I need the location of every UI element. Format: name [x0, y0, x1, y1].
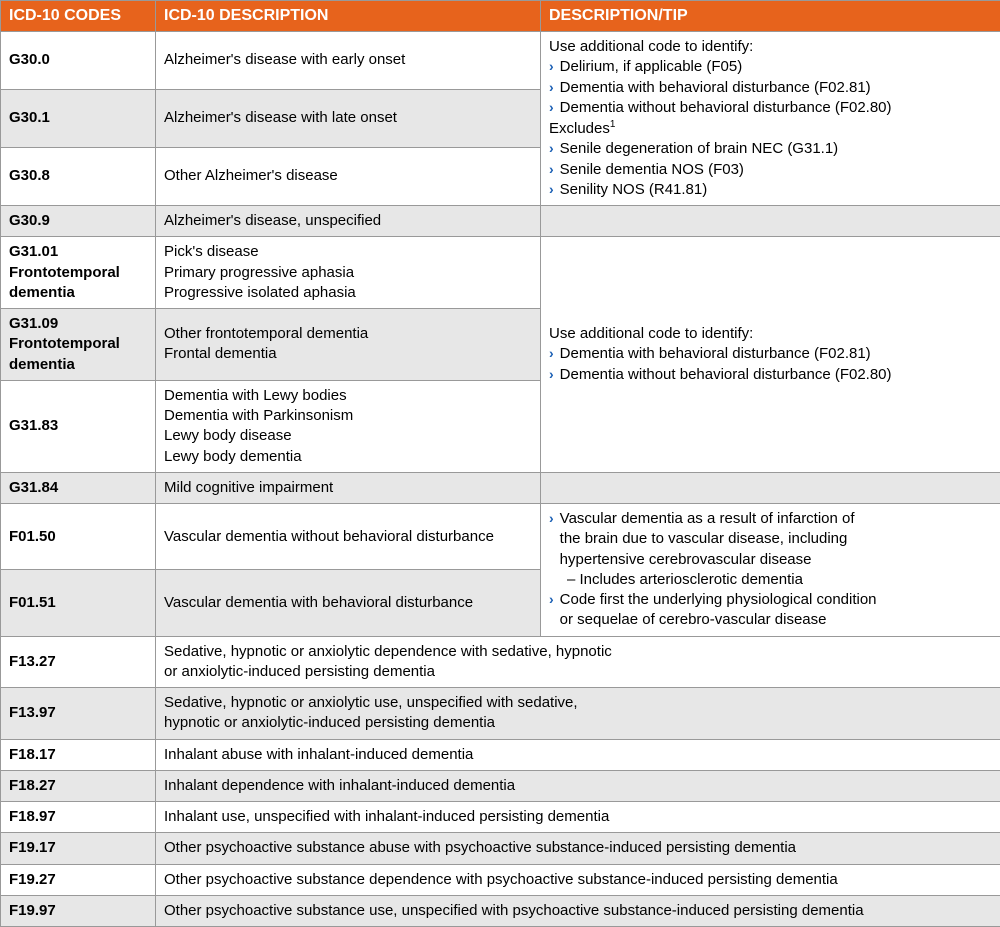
- code-cell: G31.84: [1, 472, 156, 503]
- code-cell: F13.97: [1, 688, 156, 740]
- header-codes: ICD-10 CODES: [1, 1, 156, 32]
- code-cell: G30.1: [1, 90, 156, 148]
- tip-bullet: ›Dementia with behavioral disturbance (F…: [549, 78, 992, 98]
- code-cell: G31.01 Frontotemporal dementia: [1, 237, 156, 309]
- desc-cell: Alzheimer's disease with late onset: [156, 90, 541, 148]
- tip-subline: – Includes arteriosclerotic dementia: [549, 570, 992, 590]
- chevron-icon: ›: [549, 78, 554, 98]
- table-row: G31.84 Mild cognitive impairment: [1, 472, 1000, 503]
- tip-cell-ftd: Use additional code to identify: ›Dement…: [541, 237, 1000, 473]
- tip-bullet: ›Delirium, if applicable (F05): [549, 57, 992, 77]
- chevron-icon: ›: [549, 57, 554, 77]
- table-row: F19.27 Other psychoactive substance depe…: [1, 864, 1000, 895]
- table-row: F19.17 Other psychoactive substance abus…: [1, 833, 1000, 864]
- chevron-icon: ›: [549, 180, 554, 200]
- code-cell: G31.09 Frontotemporal dementia: [1, 309, 156, 381]
- header-row: ICD-10 CODES ICD-10 DESCRIPTION DESCRIPT…: [1, 1, 1000, 32]
- code-cell: F18.97: [1, 802, 156, 833]
- table-row: G31.01 Frontotemporal dementia Pick's di…: [1, 237, 1000, 309]
- tip-bullet: › Vascular dementia as a result of infar…: [549, 509, 992, 570]
- tip-bullet: ›Senility NOS (R41.81): [549, 180, 992, 200]
- code-cell: F18.27: [1, 770, 156, 801]
- desc-cell: Inhalant use, unspecified with inhalant-…: [156, 802, 1000, 833]
- chevron-icon: ›: [549, 365, 554, 385]
- tip-cell-alzheimer: Use additional code to identify: ›Deliri…: [541, 32, 1000, 206]
- table-row: G30.0 Alzheimer's disease with early ons…: [1, 32, 1000, 90]
- desc-cell: Dementia with Lewy bodies Dementia with …: [156, 380, 541, 472]
- desc-cell: Inhalant abuse with inhalant-induced dem…: [156, 739, 1000, 770]
- desc-cell: Other psychoactive substance dependence …: [156, 864, 1000, 895]
- desc-cell: Other frontotemporal dementia Frontal de…: [156, 309, 541, 381]
- code-cell: F19.97: [1, 895, 156, 926]
- desc-cell: Pick's disease Primary progressive aphas…: [156, 237, 541, 309]
- header-tip: DESCRIPTION/TIP: [541, 1, 1000, 32]
- code-cell: F19.17: [1, 833, 156, 864]
- desc-cell: Sedative, hypnotic or anxiolytic use, un…: [156, 688, 1000, 740]
- code-cell: G30.8: [1, 148, 156, 206]
- chevron-icon: ›: [549, 344, 554, 364]
- chevron-icon: ›: [549, 509, 554, 529]
- table-row: F19.97 Other psychoactive substance use,…: [1, 895, 1000, 926]
- table-row: F18.17 Inhalant abuse with inhalant-indu…: [1, 739, 1000, 770]
- desc-cell: Alzheimer's disease, unspecified: [156, 206, 541, 237]
- code-cell: F18.17: [1, 739, 156, 770]
- desc-cell: Other psychoactive substance abuse with …: [156, 833, 1000, 864]
- tip-bullet: ›Senile degeneration of brain NEC (G31.1…: [549, 139, 992, 159]
- table-row: G30.9 Alzheimer's disease, unspecified: [1, 206, 1000, 237]
- table-row: F13.97 Sedative, hypnotic or anxiolytic …: [1, 688, 1000, 740]
- chevron-icon: ›: [549, 98, 554, 118]
- tip-intro: Use additional code to identify:: [549, 37, 992, 57]
- code-cell: F13.27: [1, 636, 156, 688]
- desc-cell: Other psychoactive substance use, unspec…: [156, 895, 1000, 926]
- tip-bullet: › Code first the underlying physiologica…: [549, 590, 992, 631]
- code-cell: G31.83: [1, 380, 156, 472]
- table-row: F18.97 Inhalant use, unspecified with in…: [1, 802, 1000, 833]
- tip-bullet: ›Dementia without behavioral disturbance…: [549, 365, 992, 385]
- tip-cell-empty: [541, 472, 1000, 503]
- code-cell: G30.0: [1, 32, 156, 90]
- table-row: F18.27 Inhalant dependence with inhalant…: [1, 770, 1000, 801]
- desc-cell: Other Alzheimer's disease: [156, 148, 541, 206]
- desc-cell: Vascular dementia with behavioral distur…: [156, 570, 541, 636]
- code-cell: F01.51: [1, 570, 156, 636]
- desc-cell: Alzheimer's disease with early onset: [156, 32, 541, 90]
- code-cell: F19.27: [1, 864, 156, 895]
- tip-bullet: ›Senile dementia NOS (F03): [549, 160, 992, 180]
- icd10-table: ICD-10 CODES ICD-10 DESCRIPTION DESCRIPT…: [0, 0, 1000, 927]
- desc-cell: Sedative, hypnotic or anxiolytic depende…: [156, 636, 1000, 688]
- desc-cell: Vascular dementia without behavioral dis…: [156, 504, 541, 570]
- tip-bullet: ›Dementia with behavioral disturbance (F…: [549, 344, 992, 364]
- tip-cell-vascular: › Vascular dementia as a result of infar…: [541, 504, 1000, 637]
- tip-intro: Use additional code to identify:: [549, 324, 992, 344]
- desc-cell: Mild cognitive impairment: [156, 472, 541, 503]
- code-cell: F01.50: [1, 504, 156, 570]
- code-cell: G30.9: [1, 206, 156, 237]
- chevron-icon: ›: [549, 590, 554, 610]
- table-row: F13.27 Sedative, hypnotic or anxiolytic …: [1, 636, 1000, 688]
- chevron-icon: ›: [549, 160, 554, 180]
- chevron-icon: ›: [549, 139, 554, 159]
- header-desc: ICD-10 DESCRIPTION: [156, 1, 541, 32]
- table-row: F01.50 Vascular dementia without behavio…: [1, 504, 1000, 570]
- tip-bullet: ›Dementia without behavioral disturbance…: [549, 98, 992, 118]
- tip-excludes: Excludes1: [549, 118, 992, 139]
- desc-cell: Inhalant dependence with inhalant-induce…: [156, 770, 1000, 801]
- tip-cell-empty: [541, 206, 1000, 237]
